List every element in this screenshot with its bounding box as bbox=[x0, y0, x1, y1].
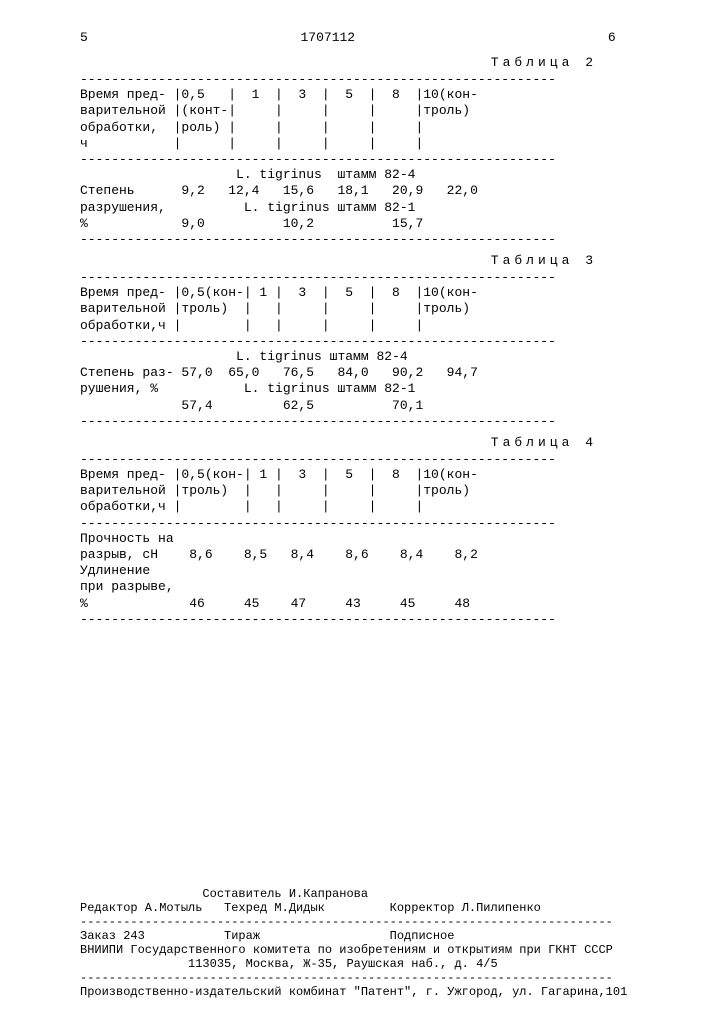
footer: Составитель И.Капранова Редактор А.Мотыл… bbox=[80, 887, 657, 999]
table-header-row: варительной |троль) | | | | |троль) bbox=[80, 483, 657, 499]
table-header-row: Время пред- |0,5(кон-| 1 | 3 | 5 | 8 |10… bbox=[80, 467, 657, 483]
dash-line: ----------------------------------------… bbox=[80, 414, 657, 429]
dash-line: ----------------------------------------… bbox=[80, 152, 657, 167]
table-body-row: Степень 9,2 12,4 15,6 18,1 20,9 22,0 bbox=[80, 183, 657, 199]
table-block: Таблица 4 -------------------------------… bbox=[80, 435, 657, 627]
header-center: 1707112 bbox=[208, 30, 448, 45]
header-left: 5 bbox=[80, 30, 200, 45]
table-body-row: Прочность на bbox=[80, 531, 657, 547]
table-block: Таблица 3 -------------------------------… bbox=[80, 253, 657, 429]
table-body-row: % 9,0 10,2 15,7 bbox=[80, 216, 657, 232]
table-body-row: Степень раз- 57,0 65,0 76,5 84,0 90,2 94… bbox=[80, 365, 657, 381]
table-header-row: обработки, |роль) | | | | | bbox=[80, 120, 657, 136]
table-body-row: Удлинение bbox=[80, 563, 657, 579]
table-header-row: ч | | | | | | bbox=[80, 136, 657, 152]
footer-address: 113035, Москва, Ж-35, Раушская наб., д. … bbox=[80, 957, 657, 971]
dash-line: ----------------------------------------… bbox=[80, 516, 657, 531]
footer-dash-2: ----------------------------------------… bbox=[80, 971, 657, 985]
table-header-row: обработки,ч | | | | | | bbox=[80, 318, 657, 334]
table-block: Таблица 2 -------------------------------… bbox=[80, 55, 657, 247]
table-header-row: варительной |(конт-| | | | |троль) bbox=[80, 103, 657, 119]
dash-line: ----------------------------------------… bbox=[80, 612, 657, 627]
table-body-row: L. tigrinus штамм 82-4 bbox=[80, 349, 657, 365]
dash-line: ----------------------------------------… bbox=[80, 270, 657, 285]
dash-line: ----------------------------------------… bbox=[80, 334, 657, 349]
dash-line: ----------------------------------------… bbox=[80, 72, 657, 87]
table-body-row: разрушения, L. tigrinus штамм 82-1 bbox=[80, 200, 657, 216]
table-body-row: рушения, % L. tigrinus штамм 82-1 bbox=[80, 381, 657, 397]
tables-container: Таблица 2 -------------------------------… bbox=[80, 55, 657, 627]
footer-dash-1: ----------------------------------------… bbox=[80, 915, 657, 929]
table-header-row: варительной |троль) | | | | |троль) bbox=[80, 301, 657, 317]
table-body-row: разрыв, сН 8,6 8,5 8,4 8,6 8,4 8,2 bbox=[80, 547, 657, 563]
table-title: Таблица 2 bbox=[80, 55, 597, 70]
table-header-row: Время пред- |0,5 | 1 | 3 | 5 | 8 |10(кон… bbox=[80, 87, 657, 103]
dash-line: ----------------------------------------… bbox=[80, 452, 657, 467]
table-title: Таблица 3 bbox=[80, 253, 597, 268]
footer-order: Заказ 243 Тираж Подписное bbox=[80, 929, 657, 943]
footer-compiler: Составитель И.Капранова bbox=[80, 887, 657, 901]
table-body-row: при разрыве, bbox=[80, 579, 657, 595]
table-header-row: обработки,ч | | | | | | bbox=[80, 499, 657, 515]
footer-publisher: Производственно-издательский комбинат "П… bbox=[80, 985, 657, 999]
page-header: 5 1707112 6 bbox=[80, 30, 657, 45]
page: 5 1707112 6 Таблица 2 -------------------… bbox=[0, 0, 707, 1029]
dash-line: ----------------------------------------… bbox=[80, 232, 657, 247]
table-body-row: L. tigrinus штамм 82-4 bbox=[80, 167, 657, 183]
table-body-row: 57,4 62,5 70,1 bbox=[80, 398, 657, 414]
footer-org: ВНИИПИ Государственного комитета по изоб… bbox=[80, 943, 657, 957]
table-title: Таблица 4 bbox=[80, 435, 597, 450]
header-right: 6 bbox=[456, 30, 616, 45]
table-header-row: Время пред- |0,5(кон-| 1 | 3 | 5 | 8 |10… bbox=[80, 285, 657, 301]
footer-credits: Редактор А.Мотыль Техред М.Дидык Коррект… bbox=[80, 901, 657, 915]
table-body-row: % 46 45 47 43 45 48 bbox=[80, 596, 657, 612]
